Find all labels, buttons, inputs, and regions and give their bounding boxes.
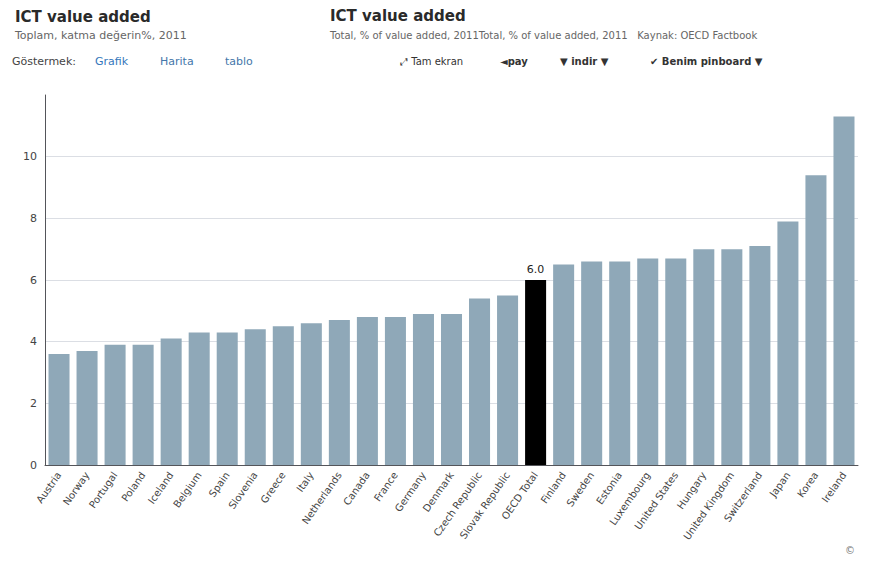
svg-text:0: 0 xyxy=(30,459,37,472)
svg-text:ICT value added: ICT value added xyxy=(15,8,151,26)
svg-text:Canada: Canada xyxy=(341,470,372,507)
svg-text:Iceland: Iceland xyxy=(146,470,176,506)
svg-text:Göstermek:: Göstermek: xyxy=(12,55,76,68)
svg-text:2: 2 xyxy=(30,397,37,410)
svg-text:Germany: Germany xyxy=(392,469,428,514)
svg-text:Portugal: Portugal xyxy=(87,470,120,510)
svg-text:Poland: Poland xyxy=(119,470,147,504)
svg-text:Hungary: Hungary xyxy=(674,469,709,512)
svg-text:6: 6 xyxy=(30,274,37,287)
svg-text:ICT value added: ICT value added xyxy=(330,7,466,25)
svg-text:◄pay: ◄pay xyxy=(500,56,528,67)
svg-text:Greece: Greece xyxy=(258,470,287,505)
svg-text:Korea: Korea xyxy=(795,470,820,500)
svg-text:United States: United States xyxy=(632,470,680,532)
svg-text:8: 8 xyxy=(30,212,37,225)
svg-text:Czech Republic: Czech Republic xyxy=(431,470,484,539)
svg-text:Denmark: Denmark xyxy=(420,469,456,514)
svg-text:6.0: 6.0 xyxy=(527,263,545,276)
svg-text:France: France xyxy=(372,470,400,504)
svg-text:Belgium: Belgium xyxy=(171,470,204,510)
svg-text:Spain: Spain xyxy=(207,470,232,499)
svg-text:Switzerland: Switzerland xyxy=(722,470,764,524)
svg-text:tablo: tablo xyxy=(225,55,253,68)
svg-text:10: 10 xyxy=(23,150,37,163)
svg-text:4: 4 xyxy=(30,335,37,348)
svg-text:Slovenia: Slovenia xyxy=(226,470,259,511)
svg-text:Netherlands: Netherlands xyxy=(300,470,344,526)
svg-text:©: © xyxy=(845,545,855,556)
svg-text:Slovak Republic: Slovak Republic xyxy=(458,470,512,541)
svg-text:Estonia: Estonia xyxy=(594,470,624,506)
svg-text:Austria: Austria xyxy=(34,470,63,505)
svg-text:Harita: Harita xyxy=(160,55,194,68)
svg-text:▼ indir ▼: ▼ indir ▼ xyxy=(560,56,609,67)
svg-text:Total, % of value added, 2011T: Total, % of value added, 2011Total, % of… xyxy=(329,30,757,41)
svg-text:Ireland: Ireland xyxy=(820,470,849,505)
svg-text:Italy: Italy xyxy=(294,470,316,494)
svg-text:✔ Benim pinboard ▼: ✔ Benim pinboard ▼ xyxy=(650,56,763,67)
svg-text:Grafik: Grafik xyxy=(95,55,129,68)
svg-text:Toplam, katma değerin%, 2011: Toplam, katma değerin%, 2011 xyxy=(14,29,187,42)
svg-text:Norway: Norway xyxy=(61,470,92,507)
svg-text:Finland: Finland xyxy=(539,470,569,506)
svg-text:OECD Total: OECD Total xyxy=(499,470,540,522)
svg-text:Luxembourg: Luxembourg xyxy=(607,469,653,528)
svg-text:United Kingdom: United Kingdom xyxy=(681,470,736,542)
svg-text:⤢ Tam ekran: ⤢ Tam ekran xyxy=(400,56,463,67)
svg-text:Sweden: Sweden xyxy=(564,470,596,509)
svg-text:Japan: Japan xyxy=(767,470,793,500)
